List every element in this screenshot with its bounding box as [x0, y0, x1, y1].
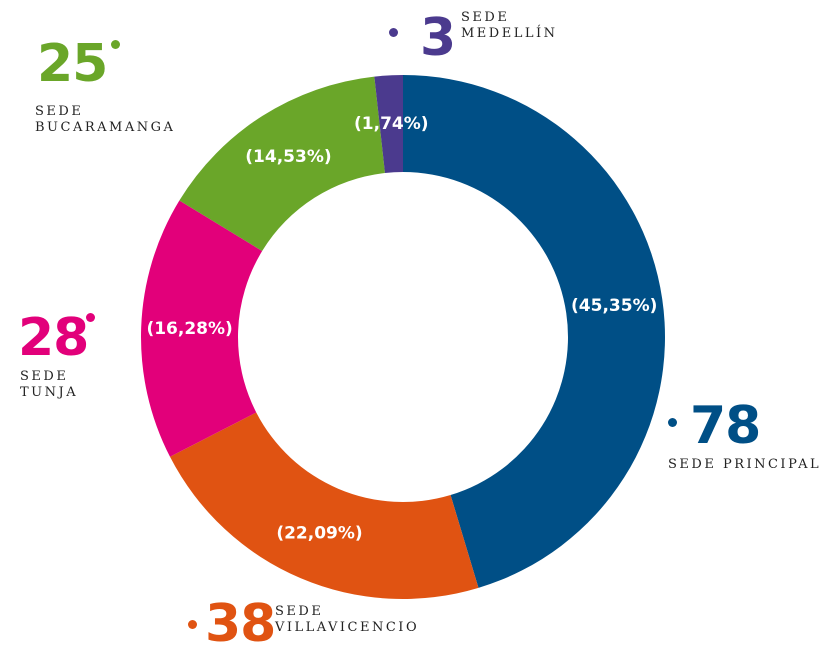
category-label: SEDE MEDELLÍN — [461, 10, 558, 41]
slice — [179, 76, 385, 252]
slice — [141, 200, 263, 457]
count-label: 25 — [37, 34, 108, 94]
category-label: SEDE BUCARAMANGA — [35, 104, 176, 135]
legend-dot — [668, 418, 677, 427]
percentage-label: (45,35%) — [571, 296, 657, 316]
slice — [403, 75, 665, 588]
percentage-label: (22,09%) — [276, 523, 362, 543]
category-label: SEDE VILLAVICENCIO — [275, 604, 420, 635]
count-label: 3 — [420, 8, 456, 68]
count-label: 38 — [205, 594, 276, 646]
legend-dot — [86, 313, 95, 322]
category-label: SEDE TUNJA — [20, 369, 79, 400]
count-label: 78 — [690, 396, 761, 456]
category-label: SEDE PRINCIPAL — [668, 457, 822, 472]
legend-dot — [188, 620, 197, 629]
legend-dot — [111, 40, 120, 49]
percentage-label: (14,53%) — [245, 147, 331, 167]
percentage-label: (16,28%) — [146, 319, 232, 339]
percentage-label: (1,74%) — [354, 114, 429, 134]
legend-dot — [389, 28, 398, 37]
slice — [374, 75, 403, 173]
count-label: 28 — [18, 308, 89, 368]
slice — [169, 412, 479, 599]
